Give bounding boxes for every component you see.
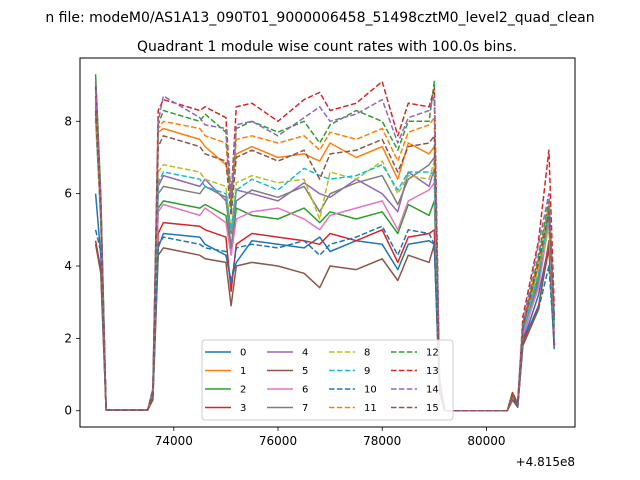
legend-label-3: 3 bbox=[240, 403, 246, 414]
legend-label-1: 1 bbox=[240, 366, 246, 377]
y-tick-label: 8 bbox=[64, 114, 72, 128]
legend-label-12: 12 bbox=[426, 348, 439, 359]
legend-label-6: 6 bbox=[302, 385, 308, 396]
legend-label-4: 4 bbox=[302, 348, 308, 359]
x-tick-label: 80000 bbox=[467, 434, 505, 448]
legend-label-0: 0 bbox=[240, 348, 246, 359]
legend-label-9: 9 bbox=[364, 366, 370, 377]
x-tick-label: 74000 bbox=[155, 434, 193, 448]
x-offset-label: +4.815e8 bbox=[516, 455, 575, 469]
y-tick-label: 2 bbox=[64, 331, 72, 345]
y-tick-label: 0 bbox=[64, 404, 72, 418]
legend-label-10: 10 bbox=[364, 385, 377, 396]
x-tick-label: 78000 bbox=[363, 434, 401, 448]
legend-label-13: 13 bbox=[426, 366, 439, 377]
chart-title: Quadrant 1 module wise count rates with … bbox=[137, 39, 517, 55]
legend-label-14: 14 bbox=[426, 385, 439, 396]
figure-suptitle: n file: modeM0/AS1A13_090T01_9000006458_… bbox=[45, 10, 594, 26]
legend-label-7: 7 bbox=[302, 403, 308, 414]
legend-label-5: 5 bbox=[302, 366, 308, 377]
legend-label-15: 15 bbox=[426, 403, 439, 414]
y-tick-label: 6 bbox=[64, 187, 72, 201]
x-tick-label: 76000 bbox=[259, 434, 297, 448]
legend-label-11: 11 bbox=[364, 403, 377, 414]
legend-label-8: 8 bbox=[364, 348, 370, 359]
legend-label-2: 2 bbox=[240, 385, 246, 396]
y-tick-label: 4 bbox=[64, 259, 72, 273]
